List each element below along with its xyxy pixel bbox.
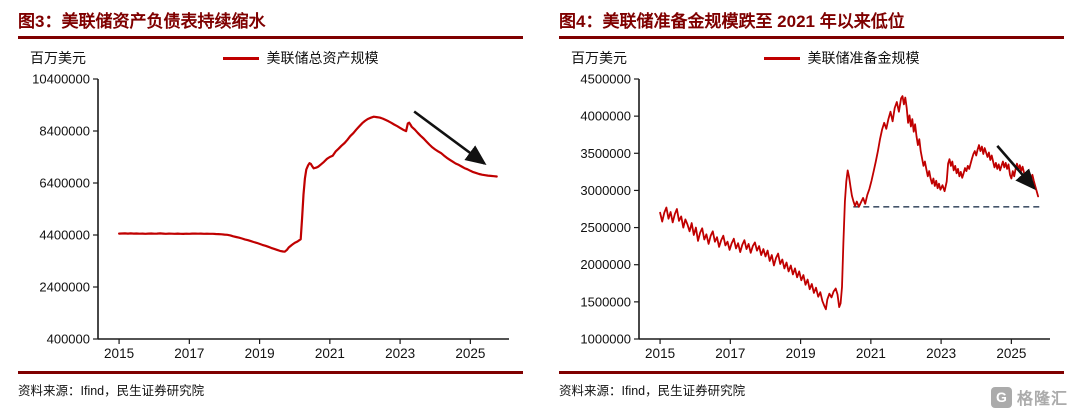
panel-bottom-rule bbox=[18, 371, 523, 374]
svg-text:2021: 2021 bbox=[315, 346, 345, 361]
svg-text:3000000: 3000000 bbox=[580, 183, 631, 198]
svg-text:2015: 2015 bbox=[645, 346, 675, 361]
svg-text:2500000: 2500000 bbox=[580, 220, 631, 235]
chart-title: 图3：美联储资产负债表持续缩水 bbox=[18, 12, 266, 31]
chart-panel-fed-balance-sheet: 图3：美联储资产负债表持续缩水 百万美元 美联储总资产规模 400000 2400… bbox=[18, 10, 523, 417]
chart-title: 图4：美联储准备金规模跌至 2021 年以来低位 bbox=[559, 12, 905, 31]
gelonghui-logo: G 格隆汇 bbox=[990, 385, 1068, 409]
svg-text:2021: 2021 bbox=[856, 346, 886, 361]
svg-text:4500000: 4500000 bbox=[580, 72, 631, 87]
legend-line-swatch bbox=[222, 56, 259, 60]
svg-text:2023: 2023 bbox=[385, 346, 415, 361]
legend-line-swatch bbox=[763, 56, 800, 60]
svg-text:10400000: 10400000 bbox=[32, 72, 90, 87]
svg-text:2025: 2025 bbox=[996, 346, 1026, 361]
svg-text:2017: 2017 bbox=[174, 346, 204, 361]
chart-legend: 美联储总资产规模 bbox=[78, 48, 523, 68]
svg-text:2025: 2025 bbox=[455, 346, 485, 361]
gelonghui-logo-icon: G bbox=[990, 386, 1012, 408]
panel-bottom-rule bbox=[559, 371, 1064, 374]
svg-text:4000000: 4000000 bbox=[580, 109, 631, 124]
chart-panel-fed-reserves: 图4：美联储准备金规模跌至 2021 年以来低位 百万美元 美联储准备金规模 1… bbox=[559, 10, 1064, 417]
source-note: 资料来源：Ifind，民生证券研究院 bbox=[559, 383, 746, 398]
svg-text:400000: 400000 bbox=[47, 332, 90, 347]
line-chart-fed-reserves: 1000000 1500000 2000000 2500000 3000000 35000… bbox=[580, 72, 1050, 361]
svg-text:4400000: 4400000 bbox=[39, 228, 90, 243]
legend-label: 美联储准备金规模 bbox=[807, 50, 920, 66]
title-underline-rule bbox=[559, 36, 1064, 39]
svg-text:2019: 2019 bbox=[245, 346, 275, 361]
title-underline-rule bbox=[18, 36, 523, 39]
svg-text:2015: 2015 bbox=[104, 346, 134, 361]
gelonghui-logo-text: 格隆汇 bbox=[1016, 391, 1068, 408]
svg-text:3500000: 3500000 bbox=[580, 146, 631, 161]
svg-text:2400000: 2400000 bbox=[39, 280, 90, 295]
y-axis-unit-label: 百万美元 bbox=[30, 50, 86, 66]
legend-label: 美联储总资产规模 bbox=[266, 50, 379, 66]
y-axis-unit-label: 百万美元 bbox=[571, 50, 627, 66]
chart-header-row: 百万美元 美联储总资产规模 bbox=[18, 43, 523, 69]
svg-text:6400000: 6400000 bbox=[39, 176, 90, 191]
chart-legend: 美联储准备金规模 bbox=[619, 48, 1064, 68]
svg-text:2019: 2019 bbox=[786, 346, 816, 361]
chart-header-row: 百万美元 美联储准备金规模 bbox=[559, 43, 1064, 69]
line-chart-fed-total-assets: 400000 2400000 4400000 6400000 8400000 104000… bbox=[32, 72, 509, 361]
source-note: 资料来源：Ifind，民生证券研究院 bbox=[18, 383, 205, 398]
svg-text:2000000: 2000000 bbox=[580, 257, 631, 272]
svg-text:1500000: 1500000 bbox=[580, 294, 631, 309]
svg-text:8400000: 8400000 bbox=[39, 124, 90, 139]
svg-text:2023: 2023 bbox=[926, 346, 956, 361]
svg-text:1000000: 1000000 bbox=[580, 332, 631, 347]
svg-text:2017: 2017 bbox=[715, 346, 745, 361]
